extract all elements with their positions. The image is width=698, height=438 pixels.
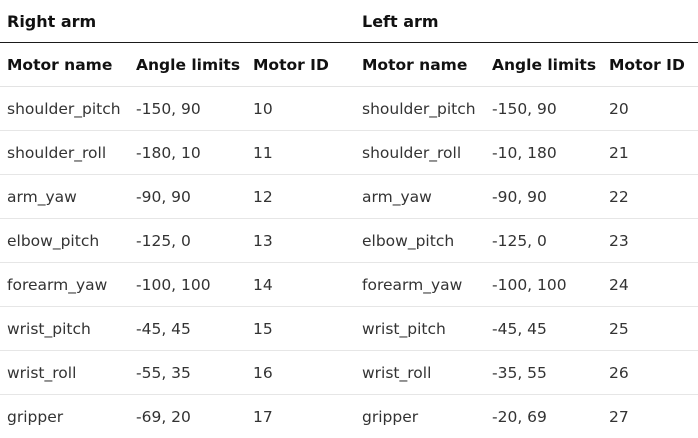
right-angle-limits: -69, 20: [129, 395, 246, 438]
left-motor-id: 26: [602, 351, 698, 395]
right-motor-name: shoulder_pitch: [0, 87, 129, 131]
right-motor-name: arm_yaw: [0, 175, 129, 219]
left-angle-limits: -20, 69: [485, 395, 602, 438]
column-header-motor-id: Motor ID: [602, 43, 698, 87]
column-header-angle-limits: Angle limits: [129, 43, 246, 87]
column-header-row: Motor name Angle limits Motor ID Motor n…: [0, 43, 698, 87]
right-angle-limits: -55, 35: [129, 351, 246, 395]
left-motor-id: 27: [602, 395, 698, 438]
left-motor-id: 25: [602, 307, 698, 351]
column-header-motor-name: Motor name: [355, 43, 485, 87]
left-motor-id: 22: [602, 175, 698, 219]
left-motor-name: shoulder_pitch: [355, 87, 485, 131]
column-header-angle-limits: Angle limits: [485, 43, 602, 87]
left-motor-id: 24: [602, 263, 698, 307]
right-motor-id: 10: [246, 87, 355, 131]
right-motor-id: 12: [246, 175, 355, 219]
right-motor-id: 15: [246, 307, 355, 351]
right-angle-limits: -125, 0: [129, 219, 246, 263]
right-motor-id: 14: [246, 263, 355, 307]
left-motor-id: 21: [602, 131, 698, 175]
table-row: shoulder_pitch -150, 90 10 shoulder_pitc…: [0, 87, 698, 131]
table-row: gripper -69, 20 17 gripper -20, 69 27: [0, 395, 698, 438]
left-angle-limits: -35, 55: [485, 351, 602, 395]
left-motor-name: forearm_yaw: [355, 263, 485, 307]
right-angle-limits: -100, 100: [129, 263, 246, 307]
right-motor-id: 11: [246, 131, 355, 175]
left-angle-limits: -45, 45: [485, 307, 602, 351]
table-row: elbow_pitch -125, 0 13 elbow_pitch -125,…: [0, 219, 698, 263]
left-angle-limits: -10, 180: [485, 131, 602, 175]
column-header-motor-id: Motor ID: [246, 43, 355, 87]
right-motor-id: 13: [246, 219, 355, 263]
left-arm-title: Left arm: [355, 0, 698, 43]
right-angle-limits: -90, 90: [129, 175, 246, 219]
left-angle-limits: -100, 100: [485, 263, 602, 307]
left-motor-name: shoulder_roll: [355, 131, 485, 175]
left-angle-limits: -90, 90: [485, 175, 602, 219]
column-header-motor-name: Motor name: [0, 43, 129, 87]
arm-group-header: Right arm Left arm: [0, 0, 698, 43]
left-motor-name: arm_yaw: [355, 175, 485, 219]
left-motor-id: 20: [602, 87, 698, 131]
right-motor-name: gripper: [0, 395, 129, 438]
right-motor-name: wrist_roll: [0, 351, 129, 395]
left-motor-name: gripper: [355, 395, 485, 438]
left-angle-limits: -150, 90: [485, 87, 602, 131]
right-motor-name: shoulder_roll: [0, 131, 129, 175]
right-motor-name: elbow_pitch: [0, 219, 129, 263]
left-motor-name: elbow_pitch: [355, 219, 485, 263]
left-motor-name: wrist_pitch: [355, 307, 485, 351]
right-motor-id: 16: [246, 351, 355, 395]
right-angle-limits: -150, 90: [129, 87, 246, 131]
right-angle-limits: -45, 45: [129, 307, 246, 351]
right-motor-id: 17: [246, 395, 355, 438]
table-row: shoulder_roll -180, 10 11 shoulder_roll …: [0, 131, 698, 175]
right-angle-limits: -180, 10: [129, 131, 246, 175]
table-row: arm_yaw -90, 90 12 arm_yaw -90, 90 22: [0, 175, 698, 219]
table-row: forearm_yaw -100, 100 14 forearm_yaw -10…: [0, 263, 698, 307]
right-motor-name: wrist_pitch: [0, 307, 129, 351]
table-row: wrist_pitch -45, 45 15 wrist_pitch -45, …: [0, 307, 698, 351]
left-motor-name: wrist_roll: [355, 351, 485, 395]
left-motor-id: 23: [602, 219, 698, 263]
table-row: wrist_roll -55, 35 16 wrist_roll -35, 55…: [0, 351, 698, 395]
left-angle-limits: -125, 0: [485, 219, 602, 263]
right-arm-title: Right arm: [0, 0, 355, 43]
right-motor-name: forearm_yaw: [0, 263, 129, 307]
